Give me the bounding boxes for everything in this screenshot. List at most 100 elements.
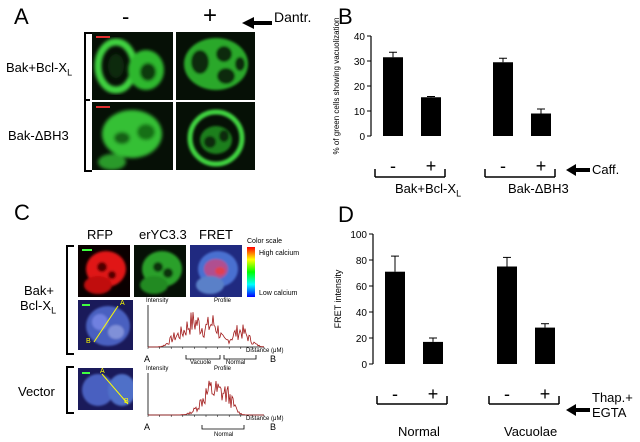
y-tick-label: 60 <box>356 282 368 293</box>
bar <box>493 62 513 136</box>
y-tick-label: 80 <box>356 256 368 267</box>
panel-d-group2: Vacuolae <box>504 424 558 439</box>
category-label: - <box>392 384 398 404</box>
category-label: + <box>536 156 547 176</box>
y-axis-label: % of green cells showing vacuolization <box>332 18 341 154</box>
panel-a-row2-label: Bak-ΔBH3 <box>8 128 69 143</box>
profile1-xlabel: Distance (μM) <box>246 348 284 354</box>
profile2-brackets <box>201 425 245 430</box>
y-tick-label: 0 <box>361 360 367 371</box>
panel-b-group2: Bak-ΔBH3 <box>508 181 569 196</box>
profile-trace <box>148 312 265 348</box>
panel-a-treatment: Dantr. <box>274 9 312 25</box>
bar <box>421 97 441 136</box>
profile2-xlabel: Distance (μM) <box>246 416 284 422</box>
profile1-title: Profile <box>214 298 232 304</box>
y-tick-label: 20 <box>354 82 366 93</box>
micrograph-c-fret <box>190 245 242 297</box>
micrograph-a-bh3-plus <box>176 102 255 170</box>
panel-a-col-minus: - <box>122 4 130 29</box>
category-label: - <box>390 156 396 176</box>
bar <box>383 57 403 136</box>
color-scale-high: High calcium <box>259 250 300 257</box>
y-tick-label: 20 <box>356 334 368 345</box>
micrograph-c-eryc <box>134 245 186 297</box>
panel-a-bracket-mid <box>84 99 90 101</box>
profile2-region-normal: Normal <box>214 432 234 438</box>
y-tick-label: 40 <box>354 32 366 43</box>
micrograph-c-rfp <box>78 245 130 297</box>
profile1-point-b: B <box>86 338 91 345</box>
profile1-brackets <box>185 355 257 360</box>
panel-a-col-plus: + <box>203 2 218 29</box>
micrograph-a-bh3-minus <box>92 102 173 170</box>
profile2-ylabel: Intensity <box>146 366 169 372</box>
panel-c-bracket2 <box>66 366 74 414</box>
y-tick-label: 30 <box>354 57 366 68</box>
panel-b-group1: Bak+Bcl-XL <box>395 181 461 199</box>
panel-c-col-eryc: erYC3.3 <box>139 227 187 242</box>
profile2-title: Profile <box>214 366 232 372</box>
panel-c-row1-sub: L <box>51 305 57 316</box>
panel-c-col-rfp: RFP <box>87 227 113 242</box>
panel-b-group1-sub: L <box>456 188 462 199</box>
profile2-end: B <box>270 422 277 432</box>
panel-c-letter: C <box>14 200 30 225</box>
bar <box>385 271 405 364</box>
panel-c-row1-line2-text: Bcl-X <box>20 298 52 313</box>
category-label: + <box>540 384 551 404</box>
panel-a-arrow-icon <box>242 16 272 34</box>
profile1-ylabel: Intensity <box>146 298 169 304</box>
category-label: + <box>426 156 437 176</box>
profile-trace <box>148 380 264 416</box>
panel-b-arrow-icon <box>566 163 590 181</box>
chart-d: 0 20 40 60 80 100 FRET intensity - + - + <box>333 230 560 405</box>
y-axis-label: FRET intensity <box>333 269 343 328</box>
panel-b-letter: B <box>338 4 353 29</box>
panel-b-treatment: Caff. <box>592 162 620 177</box>
panel-c-row2-label: Vector <box>18 384 55 399</box>
micrograph-a-bcl-minus <box>92 32 173 100</box>
panel-b-group1-text: Bak+Bcl-X <box>395 181 457 196</box>
panel-a-row1-label: Bak+Bcl-XL <box>6 60 72 78</box>
color-scale-low: Low calcium <box>259 290 298 297</box>
panel-d-arrow-icon <box>566 403 590 421</box>
profile2-start: A <box>144 422 151 432</box>
panel-c-col-fret: FRET <box>199 227 233 242</box>
panel-d-group1: Normal <box>398 424 440 439</box>
profile2-point-b: B <box>124 398 129 405</box>
micrograph-c-fret-profile1: A B <box>78 300 133 350</box>
bar <box>423 341 443 364</box>
category-label: - <box>500 156 506 176</box>
profile1-start: A <box>144 354 151 364</box>
panel-c-row1-line2: Bcl-XL <box>20 298 56 316</box>
profile1-point-a: A <box>120 300 125 307</box>
panel-a-bracket <box>84 32 92 172</box>
profile2-point-a: A <box>100 368 105 375</box>
panel-d-treatment-line1: Thap.+ <box>592 390 633 405</box>
panel-c-bracket1 <box>66 245 74 355</box>
micrograph-c-fret-profile2: A B <box>78 368 133 410</box>
category-label: - <box>504 384 510 404</box>
chart-b: 0 10 20 30 40 % of green cells showing vacuol… <box>332 18 556 178</box>
profile1-plot <box>147 305 265 349</box>
bar <box>535 327 555 364</box>
panel-d-letter: D <box>338 202 354 227</box>
y-tick-label: 0 <box>359 132 365 143</box>
panel-c-row1-line1: Bak+ <box>24 283 54 298</box>
color-scale-bar <box>247 247 255 297</box>
bar <box>531 113 551 136</box>
y-tick-label: 100 <box>350 230 367 241</box>
profile1-region-normal: Normal <box>226 360 246 366</box>
category-label: + <box>428 384 439 404</box>
profile2-plot <box>147 373 265 417</box>
y-tick-label: 40 <box>356 308 368 319</box>
micrograph-a-bcl-plus <box>176 32 255 100</box>
panel-d-treatment-line2: EGTA <box>592 405 627 420</box>
profile1-region-vacuole: Vacuole <box>190 360 212 366</box>
bar <box>497 266 517 364</box>
panel-a-letter: A <box>14 4 29 29</box>
panel-a-row1-text: Bak+Bcl-X <box>6 60 68 75</box>
panel-a-row1-sub: L <box>67 67 73 78</box>
y-tick-label: 10 <box>354 107 366 118</box>
